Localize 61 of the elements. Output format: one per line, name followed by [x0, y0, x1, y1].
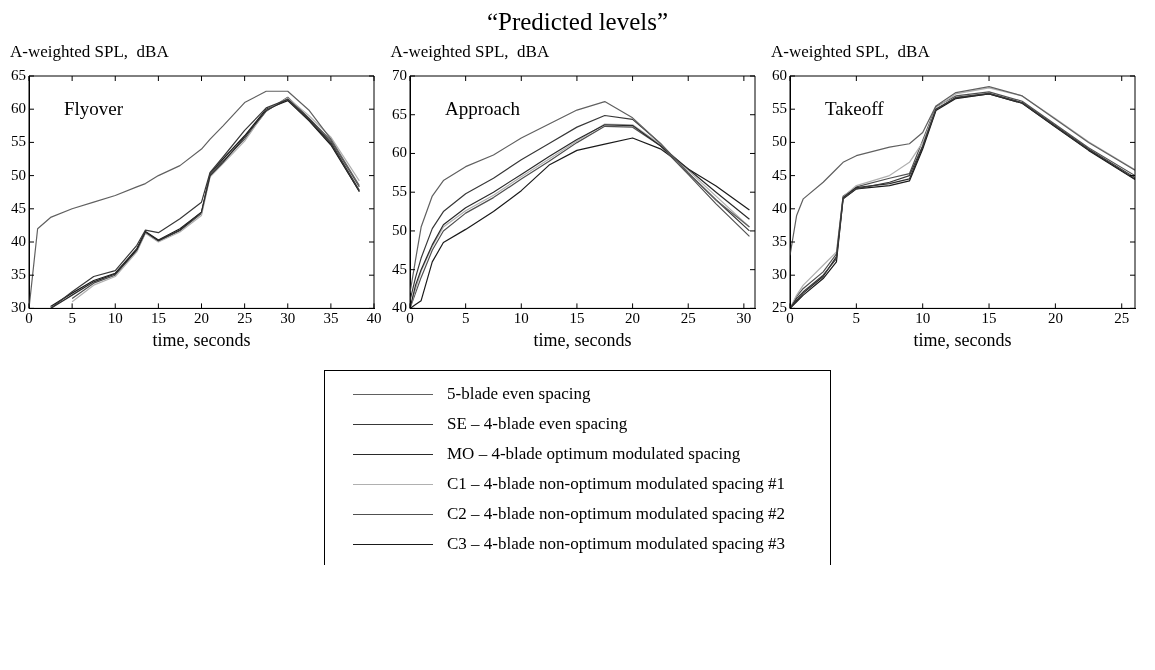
- x-tick-label: 30: [280, 310, 296, 327]
- y-tick-label: 65: [391, 105, 407, 122]
- legend-label: MO – 4-blade optimum modulated spacing: [447, 444, 741, 464]
- x-tick-label: 20: [624, 310, 640, 327]
- x-tick-label: 10: [107, 310, 123, 327]
- x-axis-title: time, seconds: [533, 329, 631, 350]
- y-tick-label: 40: [11, 232, 26, 249]
- y-tick-label: 45: [11, 199, 26, 216]
- x-axis-title: time, seconds: [913, 329, 1012, 350]
- y-tick-label: 60: [772, 66, 787, 83]
- y-tick-label: 60: [391, 144, 407, 161]
- x-axis-title: time, seconds: [152, 329, 251, 350]
- y-axis-title: A-weighted SPL, dBA: [389, 42, 551, 63]
- y-axis-title: A-weighted SPL, dBA: [770, 42, 931, 63]
- x-tick-label: 10: [915, 310, 931, 327]
- legend-label: 5-blade even spacing: [447, 384, 591, 404]
- x-tick-label: 15: [150, 310, 166, 327]
- x-tick-label: 20: [194, 310, 209, 327]
- x-tick-label: 25: [237, 310, 253, 327]
- x-tick-label: 5: [461, 310, 469, 327]
- x-tick-label: 30: [735, 310, 751, 327]
- y-tick-label: 40: [391, 299, 407, 316]
- chart-title: “Predicted levels”: [485, 8, 670, 37]
- y-tick-label: 25: [772, 299, 787, 316]
- legend-label: C1 – 4-blade non-optimum modulated spacing #1: [447, 474, 786, 494]
- x-tick-label: 25: [680, 310, 696, 327]
- x-tick-label: 20: [1047, 310, 1063, 327]
- legend-label: C3 – 4-blade non-optimum modulated spacing #3: [447, 534, 786, 554]
- y-axis-title: A-weighted SPL, dBA: [9, 42, 170, 63]
- y-tick-label: 55: [11, 133, 26, 150]
- y-tick-label: 50: [391, 221, 407, 238]
- y-tick-label: 40: [772, 199, 787, 216]
- y-tick-label: 30: [772, 266, 787, 283]
- x-tick-label: 0: [25, 310, 33, 327]
- y-tick-label: 60: [11, 100, 26, 117]
- y-tick-label: 35: [772, 232, 787, 249]
- x-tick-label: 5: [852, 310, 861, 327]
- x-tick-label: 0: [786, 310, 794, 327]
- legend-label: C2 – 4-blade non-optimum modulated spacing #2: [447, 504, 786, 524]
- x-tick-label: 40: [366, 310, 382, 327]
- y-tick-label: 50: [11, 166, 26, 183]
- y-tick-label: 70: [391, 66, 407, 83]
- y-tick-label: 55: [391, 183, 407, 200]
- x-tick-label: 25: [1114, 310, 1130, 327]
- x-tick-label: 15: [568, 310, 584, 327]
- annotation: Takeoff: [825, 98, 885, 120]
- y-tick-label: 35: [11, 266, 26, 283]
- x-tick-label: 0: [405, 310, 414, 327]
- y-tick-label: 65: [11, 66, 26, 83]
- x-tick-label: 35: [323, 310, 339, 327]
- legend-label: SE – 4-blade even spacing: [447, 414, 628, 434]
- annotation: Flyover: [64, 98, 124, 120]
- x-tick-label: 10: [513, 310, 529, 327]
- y-tick-label: 45: [391, 260, 407, 277]
- y-tick-label: 55: [772, 100, 787, 117]
- x-tick-label: 15: [981, 310, 997, 327]
- x-tick-label: 5: [68, 310, 76, 327]
- y-tick-label: 45: [772, 166, 787, 183]
- annotation: Approach: [444, 98, 520, 120]
- y-tick-label: 30: [11, 299, 26, 316]
- y-tick-label: 50: [772, 133, 787, 150]
